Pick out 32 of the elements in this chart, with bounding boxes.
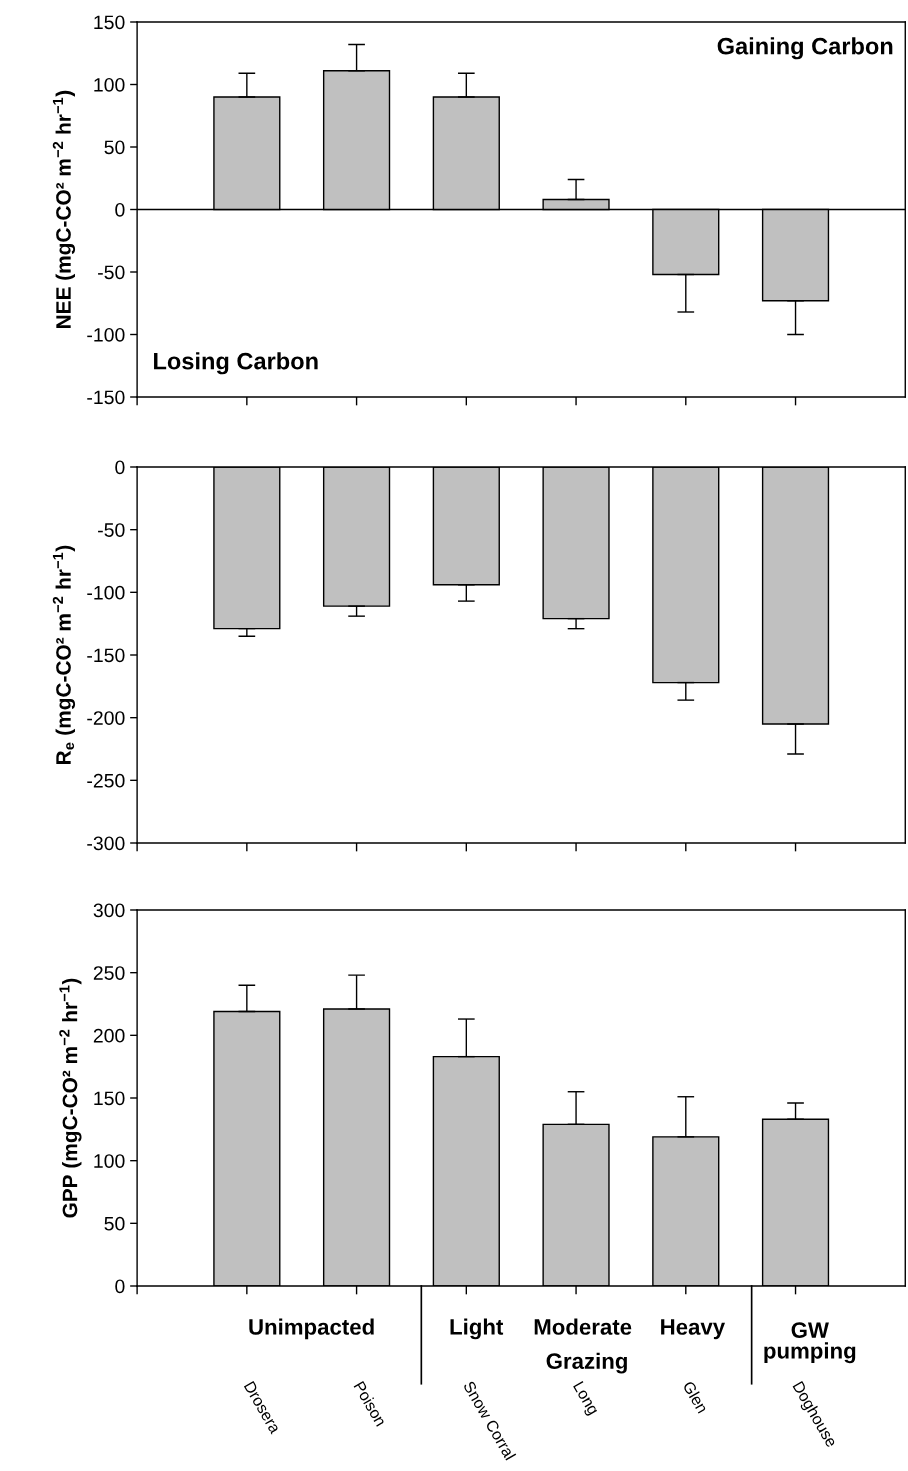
y-tick-label: -250 <box>87 773 125 788</box>
y-tick-label: 0 <box>115 202 125 217</box>
y-tick-label: 100 <box>94 1154 125 1168</box>
y-axis-title: NEE (mgC-CO² m$^{−2}$ hr$^{−1}$) <box>52 90 76 328</box>
y-axis-title: R$_{e}$ (mgC-CO² m$^{−2}$ hr$^{−1}$) <box>52 545 76 765</box>
y-tick-label: 200 <box>93 1028 125 1043</box>
y-tick-label: -100 <box>87 327 125 342</box>
annotation: Gaining Carbon <box>717 37 893 60</box>
text: Moderate <box>534 1318 632 1335</box>
text: Light <box>450 1318 504 1340</box>
y-tick-label: 50 <box>104 140 125 155</box>
y-tick-label: -200 <box>87 711 125 725</box>
y-tick-label: 250 <box>93 966 125 980</box>
annotation: Losing Carbon <box>154 352 318 375</box>
text: Heavy <box>661 1319 726 1340</box>
y-axis-title: GPP (mgC-CO² m$^{−2}$ hr$^{−1}$) <box>59 978 82 1218</box>
y-tick-label: 100 <box>94 77 125 92</box>
text: Unimpacted <box>249 1318 374 1340</box>
text: Grazing <box>546 1352 627 1374</box>
y-tick-label: 0 <box>115 1279 125 1294</box>
y-tick-label: -50 <box>98 265 125 280</box>
text: GW pumping <box>764 1322 856 1364</box>
y-tick-label: -150 <box>87 390 125 405</box>
y-tick-label: -300 <box>87 836 125 851</box>
y-tick-label: -50 <box>98 523 125 537</box>
y-tick-label: 150 <box>94 1091 125 1106</box>
y-tick-label: -100 <box>87 585 125 600</box>
y-tick-label: 50 <box>104 1216 125 1231</box>
y-tick-label: -150 <box>87 648 125 663</box>
y-tick-label: 0 <box>115 460 125 475</box>
y-tick-label: 150 <box>94 15 125 30</box>
y-tick-label: 300 <box>93 903 125 918</box>
